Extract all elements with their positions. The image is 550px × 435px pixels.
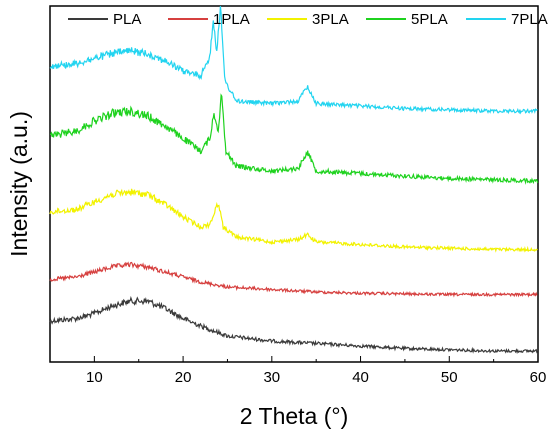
legend: PLA 1PLA 3PLA 5PLA 7PLA [68,11,548,28]
legend-label-3pla: 3PLA [312,11,349,28]
x-axis-title: 2 Theta (°) [240,403,349,429]
x-axis-ticks: 10 20 30 40 50 60 [86,356,546,386]
x-tick-label: 50 [441,369,458,386]
legend-label-1pla: 1PLA [213,11,250,28]
series-line-5pla [49,93,539,185]
series-line-7pla [49,6,538,115]
plot-frame [49,5,539,363]
x-tick-label: 20 [175,369,192,386]
series-line-pla [49,295,539,355]
legend-label-pla: PLA [113,11,141,28]
series-layer [49,6,539,355]
x-tick-label: 30 [263,369,280,386]
series-line-1pla [49,261,538,298]
legend-label-7pla: 7PLA [511,11,548,28]
y-axis-title: Intensity (a.u.) [6,111,32,257]
x-tick-label: 40 [352,369,369,386]
legend-label-5pla: 5PLA [411,11,448,28]
series-line-3pla [49,188,538,253]
x-tick-label: 60 [530,369,547,386]
x-tick-label: 10 [86,369,103,386]
